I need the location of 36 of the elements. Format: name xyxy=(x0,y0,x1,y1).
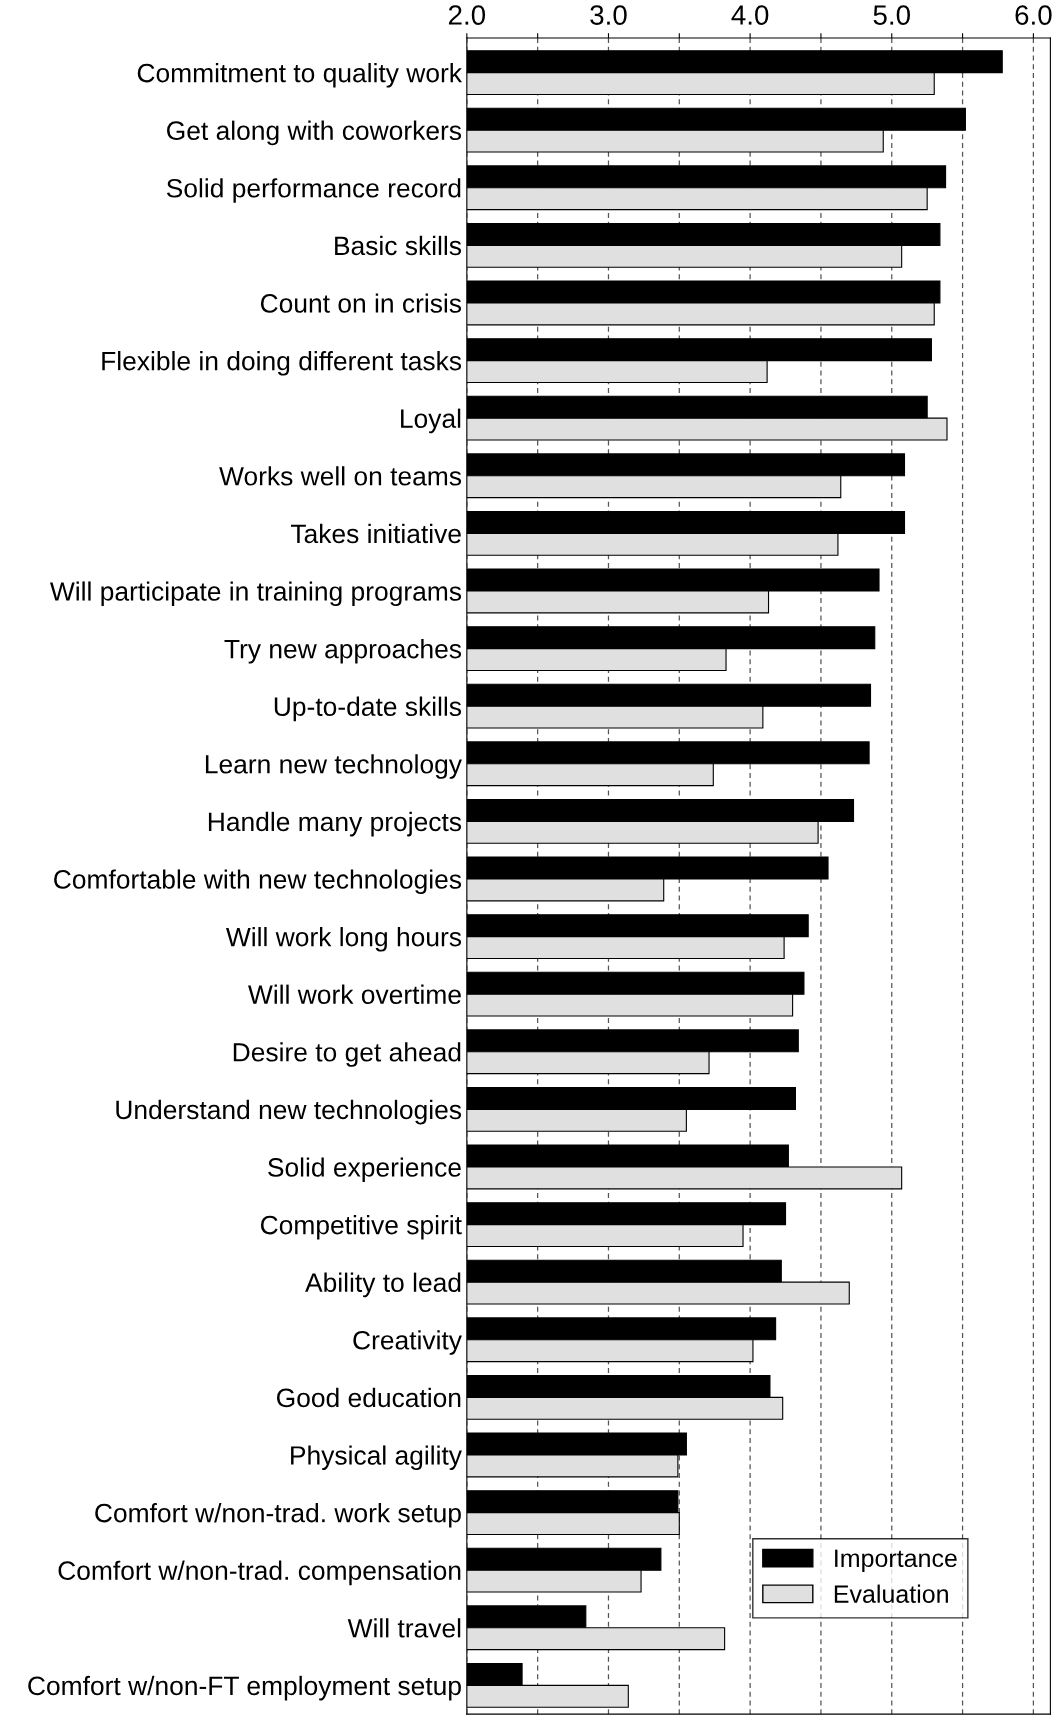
y-tick-label: Learn new technology xyxy=(205,754,462,779)
y-tick-label: Good education xyxy=(276,1387,461,1408)
y-tick-label: Understand new technologies xyxy=(116,1099,462,1125)
y-tick-label: Count on in crisis xyxy=(260,293,462,313)
y-tick-label: Will participate in training programs xyxy=(50,581,462,607)
y-tick-label: Physical agility xyxy=(291,1445,462,1471)
y-tick-label: Competitive spirit xyxy=(260,1215,462,1240)
y-tick-label: Takes initiative xyxy=(290,523,461,544)
y-tick-label: Ability to lead xyxy=(305,1272,461,1298)
x-tick-label: 6.0 xyxy=(1015,5,1052,25)
legend-label: Evaluation xyxy=(834,1584,948,1603)
y-tick-label: Up-to-date skills xyxy=(274,696,462,722)
x-tick-label: 2.0 xyxy=(448,5,486,25)
y-tick-label: Comfort w/non-FT employment setup xyxy=(28,1675,461,1701)
y-tick-label: Comfortable with new technologies xyxy=(54,869,462,895)
x-tick-label: 3.0 xyxy=(590,5,627,25)
x-tick-label: 5.0 xyxy=(873,5,910,25)
x-tick-label: 4.0 xyxy=(731,5,769,25)
y-tick-label: Basic skills xyxy=(335,235,462,256)
y-tick-label: Desire to get ahead xyxy=(233,1042,461,1067)
y-tick-label: Handle many projects xyxy=(208,811,462,837)
y-tick-label: Try new approaches xyxy=(224,639,462,664)
y-tick-label: Commitment to quality work xyxy=(137,63,463,88)
y-tick-label: Solid performance record xyxy=(166,178,461,203)
legend-label: Importance xyxy=(835,1549,957,1573)
y-tick-label: Will travel xyxy=(347,1618,461,1638)
y-tick-label: Comfort w/non-trad. work setup xyxy=(95,1503,461,1528)
y-tick-label: Will work overtime xyxy=(248,984,461,1004)
y-tick-label: Comfort w/non-trad. compensation xyxy=(58,1560,461,1586)
y-tick-label: Works well on teams xyxy=(219,466,462,486)
y-tick-label: Loyal xyxy=(401,408,461,434)
y-tick-label: Solid experience xyxy=(268,1157,461,1183)
y-tick-label: Get along with coworkers xyxy=(167,120,462,146)
y-tick-label: Flexible in doing different tasks xyxy=(102,351,462,376)
y-tick-label: Creativity xyxy=(353,1330,462,1355)
y-tick-label: Will work long hours xyxy=(226,927,462,952)
